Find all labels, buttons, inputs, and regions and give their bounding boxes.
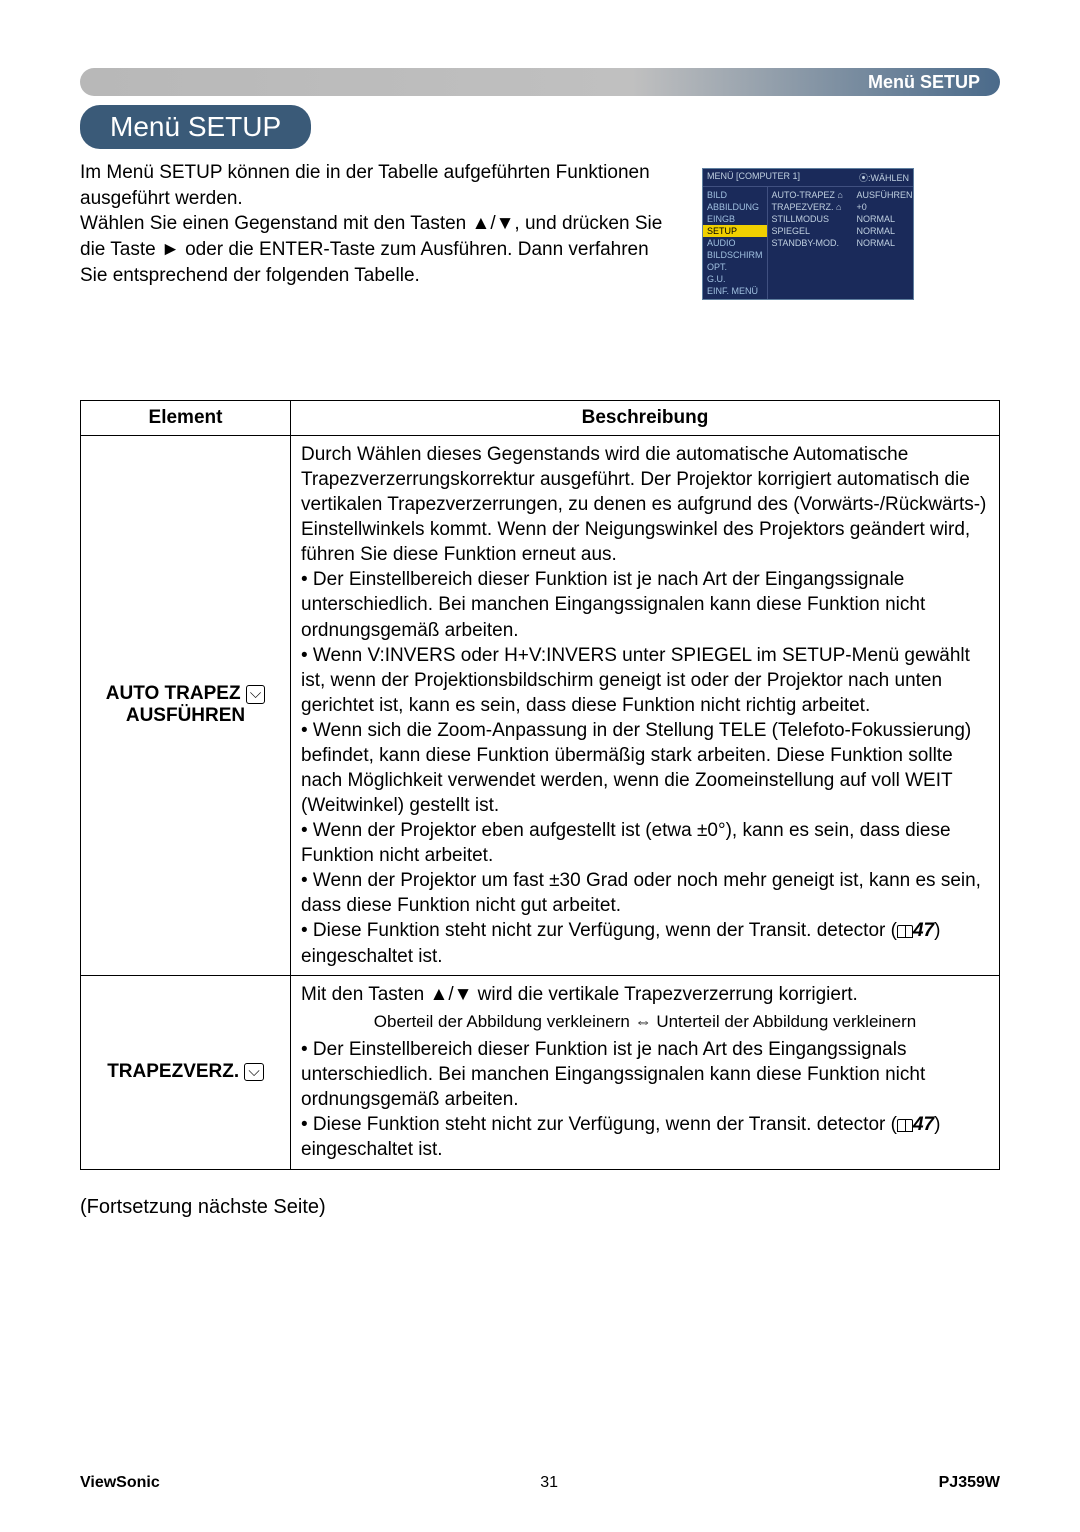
desc-text: Mit den Tasten (301, 984, 430, 1005)
osd-menu-item: G.U. (703, 273, 767, 285)
elem-trapezverz: TRAPEZVERZ. ⌵ (81, 975, 291, 1169)
footer-model: PJ359W (939, 1474, 1000, 1492)
osd-setting-row: AUTO-TRAPEZ ⌂AUSFÜHREN (768, 189, 917, 201)
desc-text: • Wenn sich die Zoom-Anpassung in der St… (301, 720, 971, 816)
desc-text: • Der Einstellbereich dieser Funktion is… (301, 569, 925, 640)
desc-text: wird die vertikale Trapezverzerrung korr… (472, 984, 857, 1005)
osd-body: BILDABBILDUNGEINGBSETUPAUDIOBILDSCHIRMOP… (703, 187, 913, 299)
page-footer: ViewSonic 31 PJ359W (80, 1474, 1000, 1492)
page-ref: 47 (913, 1114, 934, 1135)
header-section-label: Menü SETUP (868, 72, 980, 93)
col-element: Element (81, 401, 291, 436)
osd-setting-row: STILLMODUSNORMAL (768, 213, 917, 225)
elem-line2: AUSFÜHREN (126, 705, 245, 726)
section-title-pill: Menü SETUP (80, 105, 311, 149)
osd-setting-key: STILLMODUS (772, 214, 857, 224)
desc-text: • Der Einstellbereich dieser Funktion is… (301, 1039, 925, 1110)
elem-auto-trapez: AUTO TRAPEZ ⌵ AUSFÜHREN (81, 436, 291, 976)
osd-menu-item: EINGB (703, 213, 767, 225)
osd-setting-key: STANDBY-MOD. (772, 238, 857, 248)
osd-setting-row: TRAPEZVERZ. ⌂+0 (768, 201, 917, 213)
osd-setting-value: NORMAL (857, 238, 896, 248)
table-row: AUTO TRAPEZ ⌵ AUSFÜHREN Durch Wählen die… (81, 436, 1000, 976)
col-description: Beschreibung (291, 401, 1000, 436)
arrows-updown: ▲/▼ (430, 984, 473, 1005)
intro-p1: Im Menü SETUP können die in der Tabelle … (80, 160, 680, 211)
header-bar: Menü SETUP (80, 68, 1000, 96)
footer-page-number: 31 (540, 1474, 558, 1492)
osd-setting-value: +0 (857, 202, 867, 212)
arrows-updown: ▲/▼ (472, 213, 515, 234)
desc-text: • Wenn V:INVERS oder H+V:INVERS unter SP… (301, 645, 970, 716)
osd-menu-item: SETUP (703, 225, 767, 237)
desc-text: • Diese Funktion steht nicht zur Verfügu… (301, 1114, 897, 1135)
osd-menu-item: AUDIO (703, 237, 767, 249)
desc-text: Durch Wählen dieses Gegenstands wird die… (301, 444, 986, 565)
osd-menu-item: ABBILDUNG (703, 201, 767, 213)
osd-menu-item: BILDSCHIRM (703, 249, 767, 261)
desc-trapezverz: Mit den Tasten ▲/▼ wird die vertikale Tr… (291, 975, 1000, 1169)
osd-left-menu: BILDABBILDUNGEINGBSETUPAUDIOBILDSCHIRMOP… (703, 187, 768, 299)
osd-setting-row: STANDBY-MOD.NORMAL (768, 237, 917, 249)
osd-setting-key: SPIEGEL (772, 226, 857, 236)
osd-menu-item: EINF. MENÜ (703, 285, 767, 297)
osd-header: MENÜ [COMPUTER 1] ⦿:WÄHLEN (703, 169, 913, 187)
arrow-right: ► (161, 239, 180, 260)
setup-table: Element Beschreibung AUTO TRAPEZ ⌵ AUSFÜ… (80, 400, 1000, 1170)
page-ref: 47 (913, 920, 934, 941)
footer-brand: ViewSonic (80, 1474, 160, 1492)
osd-setting-key: AUTO-TRAPEZ ⌂ (772, 190, 857, 200)
osd-setting-row: SPIEGELNORMAL (768, 225, 917, 237)
keystone-icon: ⌵ (246, 685, 265, 704)
osd-header-left: MENÜ [COMPUTER 1] (707, 171, 800, 184)
osd-setting-value: NORMAL (857, 226, 896, 236)
osd-screenshot: MENÜ [COMPUTER 1] ⦿:WÄHLEN BILDABBILDUNG… (702, 168, 914, 300)
elem-line1: TRAPEZVERZ. (107, 1061, 239, 1082)
osd-menu-item: OPT. (703, 261, 767, 273)
intro-p2a: Wählen Sie einen Gegenstand mit den Tast… (80, 213, 472, 234)
desc-text: • Diese Funktion steht nicht zur Verfügu… (301, 920, 897, 941)
keystone-icon: ⌵ (244, 1063, 263, 1082)
table-row: TRAPEZVERZ. ⌵ Mit den Tasten ▲/▼ wird di… (81, 975, 1000, 1169)
intro-text: Im Menü SETUP können die in der Tabelle … (80, 160, 680, 288)
desc-text: • Wenn der Projektor eben aufgestellt is… (301, 820, 951, 866)
osd-header-right: ⦿:WÄHLEN (859, 171, 909, 184)
manual-ref-icon (897, 925, 913, 938)
osd-right-panel: AUTO-TRAPEZ ⌂AUSFÜHRENTRAPEZVERZ. ⌂+0STI… (768, 187, 917, 299)
continuation-note: (Fortsetzung nächste Seite) (80, 1196, 326, 1219)
osd-setting-value: NORMAL (857, 214, 896, 224)
manual-ref-icon (897, 1119, 913, 1132)
osd-setting-key: TRAPEZVERZ. ⌂ (772, 202, 857, 212)
desc-text: • Wenn der Projektor um fast ±30 Grad od… (301, 870, 981, 916)
desc-auto-trapez: Durch Wählen dieses Gegenstands wird die… (291, 436, 1000, 976)
intro-p2: Wählen Sie einen Gegenstand mit den Tast… (80, 211, 680, 288)
osd-setting-value: AUSFÜHREN (857, 190, 913, 200)
desc-subline: Oberteil der Abbildung verkleinern ⇔ Unt… (301, 1011, 989, 1033)
osd-menu-item: BILD (703, 189, 767, 201)
elem-line1: AUTO TRAPEZ (106, 683, 241, 704)
